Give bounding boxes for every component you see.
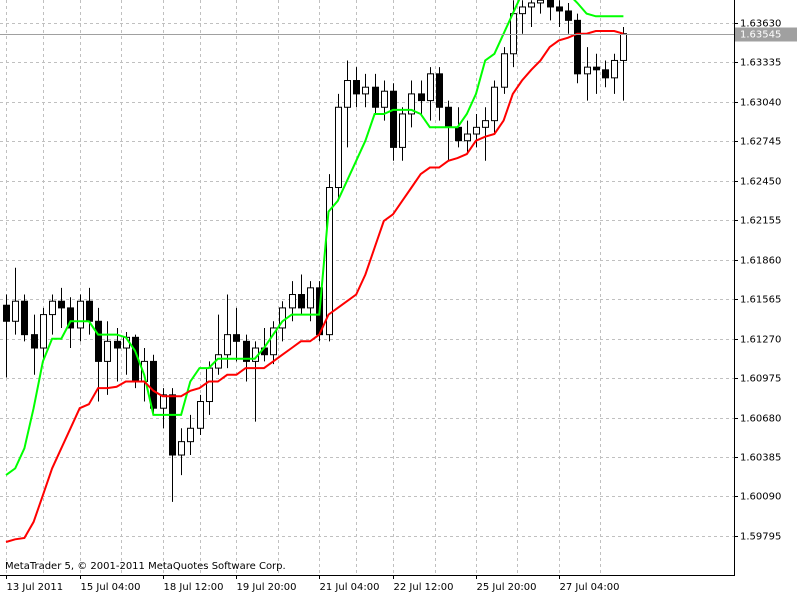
candle-body	[169, 394, 176, 456]
axes: 1.63630 1.63335 1.63040 1.62745 1.62450 1.621…	[6, 19, 797, 593]
candle-body	[602, 69, 609, 79]
candle-body	[418, 93, 425, 102]
candle-body	[160, 394, 167, 409]
candle-body	[353, 80, 360, 95]
x-tick-label: 15 Jul 04:00	[81, 582, 141, 593]
candle-body	[104, 340, 111, 362]
indicator-line	[5, 0, 624, 476]
candle-body	[67, 307, 74, 329]
y-tick-label: 1.63335	[740, 58, 781, 69]
candle-body	[95, 320, 102, 362]
candle-body	[593, 66, 600, 71]
candle-body	[21, 300, 28, 336]
candle-body	[399, 113, 406, 148]
candle-body	[455, 126, 462, 142]
plot-area	[0, 0, 734, 543]
price-label-box	[735, 27, 797, 42]
candle-body	[565, 10, 572, 21]
y-tick-label: 1.62155	[740, 216, 781, 227]
x-tick-label: 27 Jul 04:00	[560, 582, 620, 593]
candle-body	[372, 86, 379, 108]
candle-body	[491, 86, 498, 122]
candle-body	[519, 6, 526, 15]
y-tick-label: 1.63040	[740, 98, 781, 109]
candle-body	[114, 340, 121, 349]
candle-body	[362, 86, 369, 95]
candle-body	[233, 334, 240, 342]
candle-body	[556, 6, 563, 12]
x-tick-label: 13 Jul 2011	[7, 582, 64, 593]
candle-body	[620, 33, 627, 61]
y-tick-label: 1.61270	[740, 335, 781, 346]
candle-body	[445, 106, 452, 128]
candle-body	[547, 0, 554, 8]
candle-body	[510, 13, 517, 55]
x-tick-label: 22 Jul 12:00	[394, 582, 454, 593]
y-tick-label: 1.60090	[740, 492, 781, 503]
candle-body	[58, 300, 65, 309]
grid	[0, 0, 734, 575]
candle-body	[150, 360, 157, 409]
y-tick-label: 1.60975	[740, 374, 781, 385]
candle-body	[12, 300, 19, 322]
y-tick-label: 1.63630	[740, 19, 781, 30]
candle-body	[326, 187, 333, 336]
candle-body	[197, 401, 204, 429]
candle-body	[381, 90, 388, 108]
x-tick-label: 21 Jul 04:00	[320, 582, 380, 593]
candle-body	[178, 441, 185, 456]
indicator-line	[5, 30, 624, 543]
candle-body	[298, 294, 305, 309]
y-tick-label: 1.60385	[740, 453, 781, 464]
y-tick-label: 1.62745	[740, 137, 781, 148]
candle-body	[408, 93, 415, 115]
y-tick-label: 1.62450	[740, 177, 781, 188]
candle-body	[289, 294, 296, 309]
candle-body	[427, 73, 434, 102]
candle-body	[501, 53, 508, 88]
x-tick-label: 18 Jul 12:00	[164, 582, 224, 593]
candle-body	[224, 334, 231, 356]
candle-body	[611, 59, 618, 79]
candle-body	[528, 2, 535, 8]
candle-body	[344, 80, 351, 108]
y-tick-label: 1.59795	[740, 532, 781, 543]
candle-body	[270, 327, 277, 356]
candle-body	[307, 287, 314, 309]
candle-body	[473, 126, 480, 135]
candle-body	[464, 133, 471, 142]
footer: MetaTrader 5, © 2001-2011 MetaQuotes Sof…	[5, 561, 286, 572]
candle-body	[86, 300, 93, 322]
candle-body	[3, 304, 10, 322]
y-tick-label: 1.61565	[740, 295, 781, 306]
candle-body	[390, 90, 397, 148]
candle-body	[584, 66, 591, 75]
candle-body	[436, 73, 443, 108]
candle-body	[187, 427, 194, 443]
x-tick-label: 19 Jul 20:00	[237, 582, 297, 593]
candle-body	[206, 367, 213, 403]
candle-body	[31, 334, 38, 349]
candle-body	[574, 19, 581, 75]
candle-body	[77, 300, 84, 329]
x-tick-label: 25 Jul 20:00	[477, 582, 537, 593]
candle-body	[335, 106, 342, 189]
candle-body	[243, 340, 250, 362]
candle-body	[40, 314, 47, 349]
candle-body	[482, 120, 489, 128]
price-label: 1.63545	[740, 30, 781, 41]
candle-body	[49, 300, 56, 316]
y-tick-label: 1.61860	[740, 256, 781, 267]
y-tick-label: 1.60680	[740, 414, 781, 425]
candle-body	[537, 0, 544, 4]
